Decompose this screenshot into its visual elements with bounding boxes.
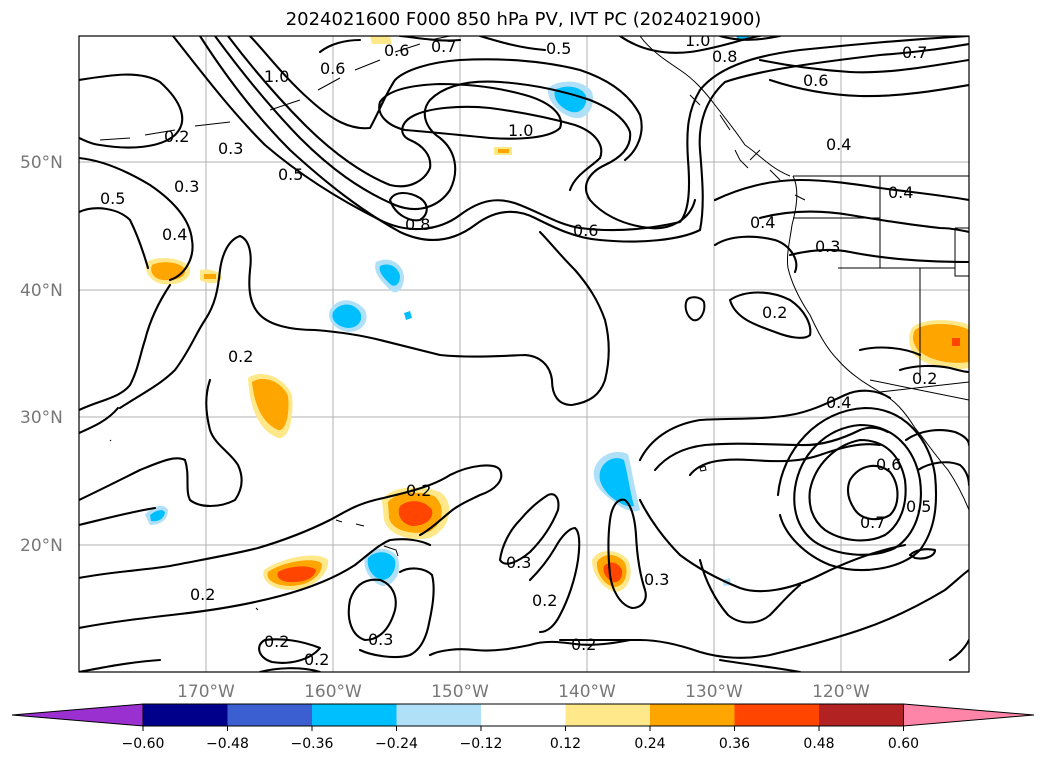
- colorbar-segment: [312, 704, 397, 726]
- contour-label: 0.2: [912, 369, 937, 388]
- colorbar-tick-label: −0.48: [206, 736, 249, 752]
- contour-label: 0.2: [190, 585, 215, 604]
- lon-label: 140°W: [558, 682, 616, 702]
- colorbar-tick-label: −0.24: [375, 736, 418, 752]
- colorbar-tick-label: −0.36: [291, 736, 334, 752]
- shade-patch: [379, 264, 400, 286]
- shade-patch: [404, 311, 412, 320]
- colorbar-tick-label: −0.12: [460, 736, 503, 752]
- shade-patch: [367, 552, 396, 580]
- contour-label: 0.4: [826, 393, 851, 412]
- contour-label: 0.2: [264, 632, 289, 651]
- pv-contours: [79, 36, 969, 672]
- lat-label: 40°N: [20, 281, 63, 301]
- contour-label: 0.5: [546, 39, 571, 58]
- shade-patch: [599, 458, 634, 507]
- colorbar-tick-label: 0.60: [888, 736, 919, 752]
- contour-label: 0.7: [860, 513, 885, 532]
- contour-label: 0.2: [228, 347, 253, 366]
- shade-patch: [204, 274, 216, 279]
- colorbar-segment: [143, 704, 228, 726]
- contour-label: 1.0: [685, 31, 710, 50]
- map-frame: [78, 35, 970, 673]
- contour-label: 1.0: [264, 67, 289, 86]
- contour-label: 0.3: [815, 237, 840, 256]
- contour-label: 0.6: [573, 221, 598, 240]
- colorbar-segment: [565, 704, 650, 726]
- colorbar-tick-label: 0.48: [803, 736, 834, 752]
- shade-patch: [913, 324, 969, 363]
- colorbar-segment: [819, 704, 904, 726]
- colorbar-segment: [734, 704, 819, 726]
- lon-label: 120°W: [812, 682, 870, 702]
- shade-patch: [150, 510, 165, 522]
- contour-label: 0.3: [506, 553, 531, 572]
- shade-patch: [603, 562, 623, 583]
- contour-label: 0.8: [405, 215, 430, 234]
- contour-label: 0.4: [826, 135, 851, 154]
- contour-label: 0.5: [278, 165, 303, 184]
- colorbar-segment: [227, 704, 312, 726]
- contour-label: 0.7: [902, 43, 927, 62]
- contour-label: 0.8: [712, 47, 737, 66]
- contour-label: 0.6: [320, 59, 345, 78]
- colorbar-frame: [142, 703, 904, 727]
- contour-label: 0.4: [888, 183, 913, 202]
- lon-label: 150°W: [431, 682, 489, 702]
- colorbar-tick-label: −0.60: [122, 736, 165, 752]
- longitude-labels: 170°W 160°W 150°W 140°W 130°W 120°W: [177, 682, 870, 702]
- colorbar-tick-label: 0.36: [719, 736, 750, 752]
- colorbar-extension-left: [11, 703, 144, 727]
- contour-label: 0.2: [304, 650, 329, 669]
- shade-patch: [498, 149, 509, 153]
- contour-label: 0.2: [571, 635, 596, 654]
- contour-labels: 0.6 0.7 0.5 1.0 0.8 0.6 0.7 1.0 0.6 0.2 …: [100, 31, 937, 669]
- lon-label: 130°W: [685, 682, 743, 702]
- contour-label: 0.2: [164, 127, 189, 146]
- contour-label: 0.4: [162, 225, 187, 244]
- shade-patch: [398, 501, 433, 526]
- contour-label: 1.0: [508, 121, 533, 140]
- shade-patch: [952, 338, 960, 346]
- lat-label: 50°N: [20, 153, 63, 173]
- colorbar-segment: [650, 704, 735, 726]
- contour-label: 0.7: [431, 37, 456, 56]
- contour-label: 0.3: [174, 177, 199, 196]
- contour-label: 0.3: [644, 570, 669, 589]
- colorbar-tick-label: 0.24: [634, 736, 665, 752]
- contour-label: 0.3: [368, 630, 393, 649]
- colorbar-extension-right: [903, 703, 1035, 727]
- contour-label: 0.6: [803, 71, 828, 90]
- contour-label: 0.2: [762, 303, 787, 322]
- shade-patch: [554, 86, 587, 113]
- coastlines: [99, 36, 969, 611]
- lon-label: 170°W: [177, 682, 235, 702]
- lat-label: 20°N: [20, 536, 63, 556]
- shade-patch: [332, 304, 362, 328]
- shade-patch: [252, 378, 289, 431]
- contour-label: 0.4: [750, 213, 775, 232]
- contour-label: 0.5: [100, 189, 125, 208]
- shade-patch: [277, 566, 316, 583]
- latitude-labels: 50°N 40°N 30°N 20°N: [20, 153, 63, 556]
- contour-label: 0.6: [876, 455, 901, 474]
- colorbar-segment: [396, 704, 481, 726]
- lat-label: 30°N: [20, 408, 63, 428]
- shade-patch: [370, 36, 392, 44]
- lon-label: 160°W: [304, 682, 362, 702]
- colorbar: −0.60 −0.48 −0.36 −0.24 −0.12 0.12 0.24 0.36 0.4…: [11, 703, 1035, 752]
- contour-label: 0.5: [906, 497, 931, 516]
- map-title: 2024021600 F000 850 hPa PV, IVT PC (2024…: [285, 9, 762, 30]
- contour-label: 0.2: [532, 591, 557, 610]
- contour-label: 0.6: [384, 41, 409, 60]
- contour-label: 0.2: [406, 481, 431, 500]
- colorbar-segment: [481, 704, 566, 726]
- colorbar-tick-label: 0.12: [550, 736, 581, 752]
- contour-label: 0.3: [218, 139, 243, 158]
